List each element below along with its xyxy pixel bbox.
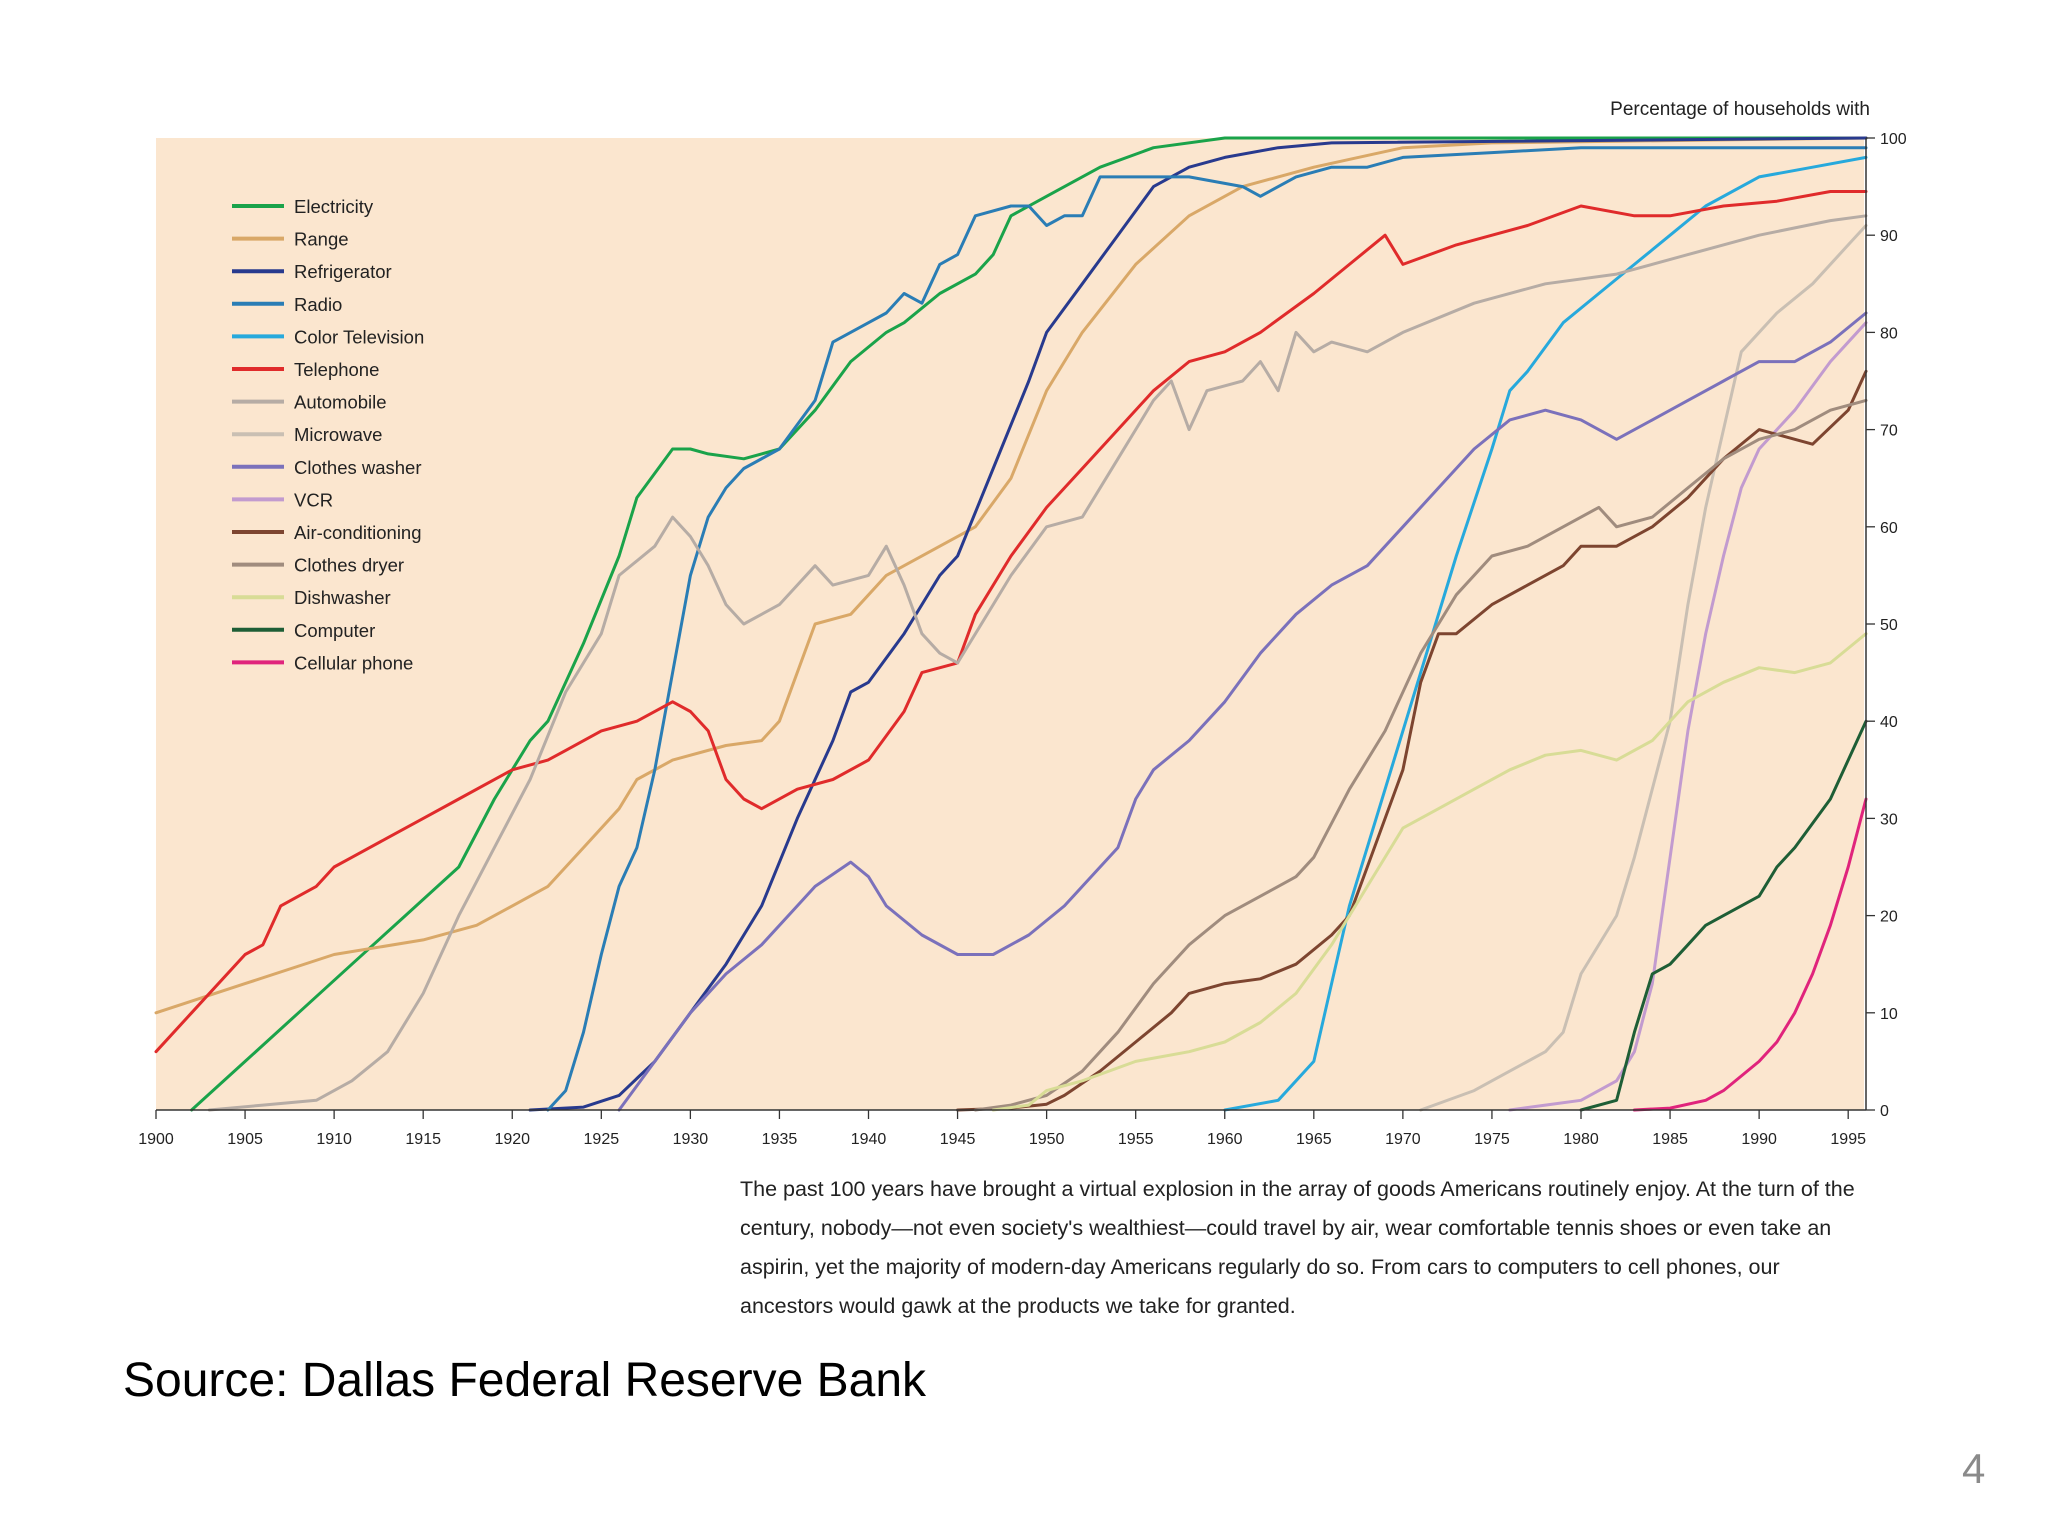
y-tick-label: 30 [1880,811,1898,828]
series-line-radio [546,146,1868,1112]
legend-label: Computer [294,620,375,641]
legend-label: Cellular phone [294,652,413,673]
legend-label: Microwave [294,424,382,445]
x-tick-label: 1975 [1474,1131,1510,1148]
series-line-electricity [190,136,1868,1112]
legend-label: Air-conditioning [294,522,422,543]
y-tick-label: 70 [1880,423,1898,440]
x-tick-label: 1905 [227,1131,263,1148]
series-line-cellular-phone [1632,797,1868,1112]
y-tick-label: 10 [1880,1006,1898,1023]
page-number: 4 [1962,1445,1986,1492]
x-tick-label: 1925 [584,1131,620,1148]
chart-caption: The past 100 years have brought a virtua… [740,1177,1855,1318]
source-text: Source: Dallas Federal Reserve Bank [123,1354,927,1407]
x-tick-label: 1995 [1830,1131,1866,1148]
series-lines [154,136,1868,1112]
x-tick-label: 1960 [1207,1131,1243,1148]
legend-label: Dishwasher [294,587,391,608]
legend-label: Clothes dryer [294,555,404,576]
series-line-vcr [1508,321,1868,1112]
legend-label: Automobile [294,392,387,413]
legend-label: Clothes washer [294,457,422,478]
x-tick-label: 1945 [940,1131,976,1148]
x-tick-label: 1955 [1118,1131,1154,1148]
x-tick-label: 1985 [1652,1131,1688,1148]
legend-label: Refrigerator [294,261,392,282]
series-line-telephone [154,190,1868,1054]
legend-label: Color Television [294,326,424,347]
x-tick-label: 1935 [762,1131,798,1148]
x-tick-label: 1900 [138,1131,174,1148]
y-tick-label: 90 [1880,228,1898,245]
y-tick-label: 0 [1880,1103,1889,1120]
series-line-computer [1579,719,1868,1112]
series-line-dishwasher [991,632,1868,1112]
y-tick-label: 60 [1880,520,1898,537]
x-tick-label: 1970 [1385,1131,1421,1148]
y-tick-label: 80 [1880,325,1898,342]
legend: Electricity Range Refrigerator Radio Color T… [232,196,424,673]
y-tick-label: 100 [1880,131,1907,148]
series-line-clothes-washer [617,311,1868,1112]
x-tick-label: 1910 [316,1131,352,1148]
series-line-automobile [207,214,1868,1112]
y-tick-label: 20 [1880,909,1898,926]
x-tick-label: 1980 [1563,1131,1599,1148]
x-tick-label: 1915 [405,1131,441,1148]
x-tick-label: 1950 [1029,1131,1065,1148]
x-tick-label: 1930 [673,1131,709,1148]
legend-label: VCR [294,489,333,510]
x-tick-label: 1920 [494,1131,530,1148]
x-tick-label: 1965 [1296,1131,1332,1148]
y-axis-label: Percentage of households with [1610,99,1870,120]
legend-label: Radio [294,294,342,315]
legend-label: Electricity [294,196,374,217]
series-line-clothes-dryer [973,398,1868,1112]
x-tick-label: 1990 [1741,1131,1777,1148]
axis-ticks: 1900 1905 1910 1915 1920 1925 1930 1935 1940 1945… [138,131,1907,1148]
plot-area [156,138,1864,1110]
x-tick-label: 1940 [851,1131,887,1148]
series-line-color-television [1223,155,1868,1112]
y-tick-label: 40 [1880,714,1898,731]
legend-label: Range [294,229,349,250]
series-line-range [154,136,1868,1015]
y-tick-label: 50 [1880,617,1898,634]
legend-label: Telephone [294,359,379,380]
